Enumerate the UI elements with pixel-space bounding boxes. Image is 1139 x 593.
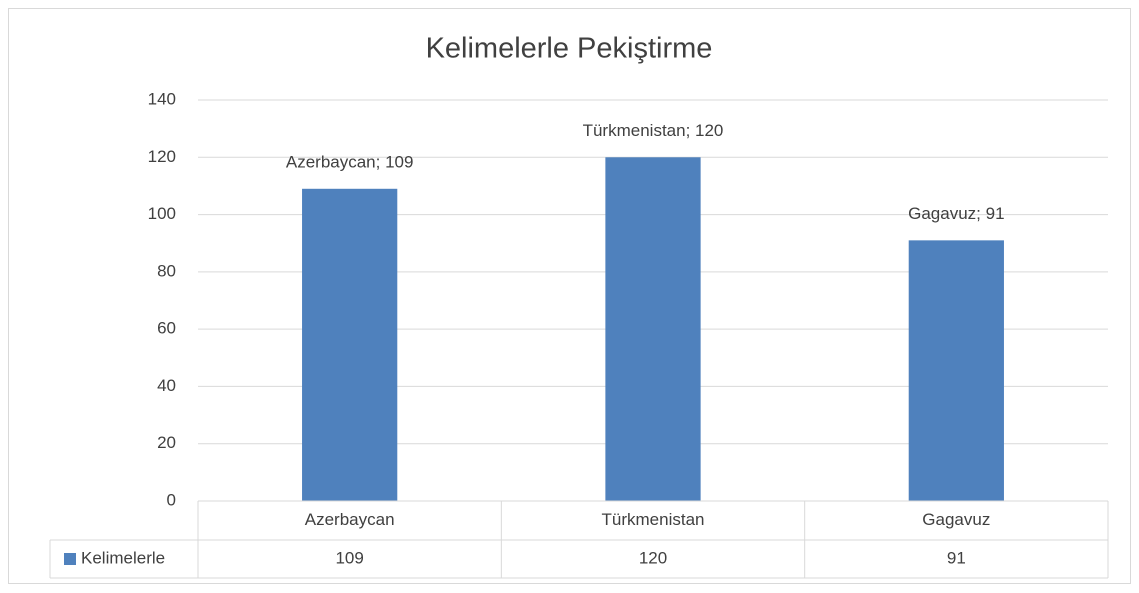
y-tick-label: 100 bbox=[148, 204, 176, 223]
y-tick-label: 140 bbox=[148, 89, 176, 108]
y-tick-label: 60 bbox=[157, 319, 176, 338]
y-tick-label: 20 bbox=[157, 433, 176, 452]
table-value: 109 bbox=[335, 548, 363, 567]
data-label: Gagavuz; 91 bbox=[908, 204, 1004, 223]
bar bbox=[908, 240, 1004, 501]
table-value: 120 bbox=[639, 548, 667, 567]
x-tick-label: Azerbaycan bbox=[305, 510, 395, 529]
y-tick-label: 80 bbox=[157, 261, 176, 280]
data-label: Türkmenistan; 120 bbox=[583, 121, 724, 140]
x-tick-label: Gagavuz bbox=[922, 510, 990, 529]
legend-swatch bbox=[64, 553, 76, 565]
y-tick-label: 0 bbox=[167, 490, 176, 509]
table-value: 91 bbox=[947, 548, 966, 567]
bar bbox=[605, 157, 701, 502]
x-tick-label: Türkmenistan bbox=[602, 510, 705, 529]
data-label: Azerbaycan; 109 bbox=[286, 152, 414, 171]
y-tick-label: 40 bbox=[157, 376, 176, 395]
chart-title: Kelimelerle Pekiştirme bbox=[426, 33, 713, 65]
y-tick-label: 120 bbox=[148, 147, 176, 166]
bar bbox=[302, 188, 398, 502]
legend-label: Kelimelerle bbox=[81, 548, 165, 567]
